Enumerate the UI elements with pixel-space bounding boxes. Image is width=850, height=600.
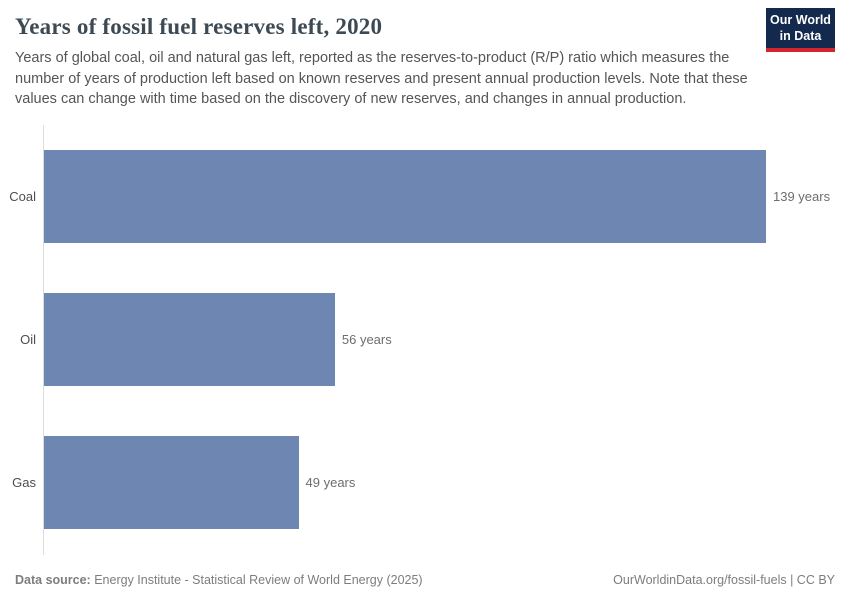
plot-area: Coal 139 years Oil 56 years Gas 49 years — [0, 124, 850, 555]
owid-logo-line2: in Data — [779, 29, 822, 43]
owid-logo[interactable]: Our World in Data — [766, 8, 835, 52]
chart-subtitle: Years of global coal, oil and natural ga… — [15, 50, 748, 108]
data-source-text: Energy Institute - Statistical Review of… — [90, 573, 423, 587]
chart-row: Gas 49 years — [0, 411, 850, 555]
page-title: Years of fossil fuel reserves left, 2020 — [15, 14, 383, 39]
chart-header: Years of fossil fuel reserves left, 2020… — [0, 0, 850, 110]
chart-footer: Data source: Energy Institute - Statisti… — [0, 573, 850, 600]
category-label: Oil — [20, 332, 36, 348]
owid-logo-line1: Our World — [770, 12, 831, 27]
value-label: 49 years — [305, 475, 356, 491]
bar-gas[interactable] — [44, 436, 299, 530]
bar-coal[interactable] — [44, 149, 766, 243]
category-label: Gas — [12, 475, 36, 491]
data-source-label: Data source: — [15, 573, 91, 587]
bar-track: 139 years — [43, 124, 850, 269]
value-label: 139 years — [773, 188, 831, 204]
bar-chart: Coal 139 years Oil 56 years Gas 49 years — [0, 124, 850, 555]
chart-row: Coal 139 years — [0, 124, 850, 269]
bar-track: 49 years — [43, 411, 850, 555]
value-label: 56 years — [341, 332, 392, 348]
category-label: Coal — [9, 188, 36, 204]
data-source: Data source: Energy Institute - Statisti… — [15, 573, 423, 587]
attribution-link[interactable]: OurWorldinData.org/fossil-fuels | CC BY — [613, 573, 835, 587]
chart-row: Oil 56 years — [0, 268, 850, 412]
bar-track: 56 years — [43, 268, 850, 412]
bar-oil[interactable] — [44, 293, 335, 387]
